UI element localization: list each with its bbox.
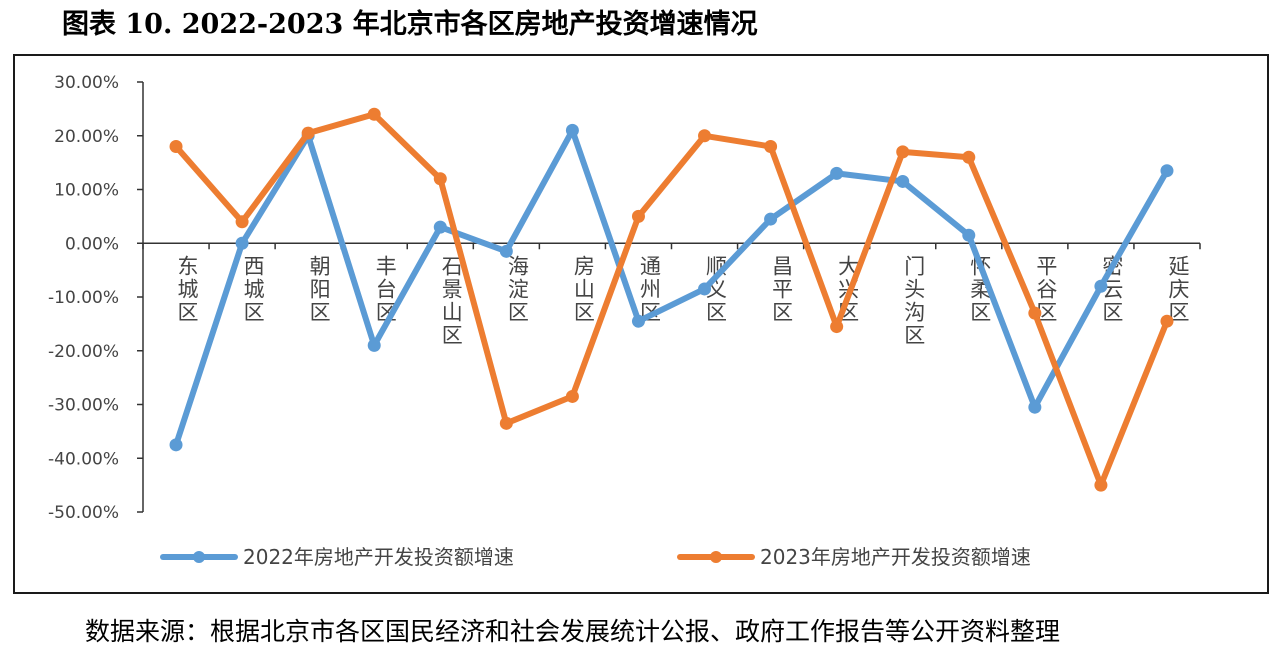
y-tick-label: -20.00% — [48, 342, 119, 362]
x-tick-label: 东城区 — [178, 254, 199, 324]
data-point-2 — [367, 107, 381, 121]
data-point-2 — [499, 416, 513, 430]
data-point-1 — [764, 212, 778, 226]
x-tick-label: 朝阳区 — [310, 254, 331, 324]
data-point-1 — [1028, 400, 1042, 414]
data-point-1 — [962, 228, 976, 242]
data-point-2 — [698, 129, 712, 143]
series-line-1 — [173, 127, 1170, 448]
data-point-1 — [235, 236, 249, 250]
data-point-2 — [433, 172, 447, 186]
data-point-1 — [631, 314, 645, 328]
data-point-1 — [433, 220, 447, 234]
y-tick-label: -50.00% — [48, 503, 119, 523]
data-point-1 — [367, 338, 381, 352]
y-tick-label: -10.00% — [48, 288, 119, 308]
y-tick-label: -30.00% — [48, 396, 119, 416]
series-line-2 — [173, 111, 1170, 489]
x-tick-label: 房山区 — [574, 254, 595, 324]
x-tick-label: 海淀区 — [508, 254, 529, 324]
x-tick-label: 石景山区 — [442, 254, 463, 347]
data-point-2 — [1028, 306, 1042, 320]
data-point-1 — [830, 166, 844, 180]
chart-title: 图表 10. 2022-2023 年北京市各区房地产投资增速情况 — [62, 9, 758, 40]
x-tick-label: 西城区 — [244, 254, 265, 324]
data-point-2 — [631, 209, 645, 223]
data-point-2 — [830, 320, 844, 334]
y-tick-label: -40.00% — [48, 449, 119, 469]
chart-frame — [13, 54, 1269, 594]
data-point-2 — [301, 126, 315, 140]
legend-marker-2 — [710, 551, 722, 563]
y-tick-label: 20.00% — [54, 127, 119, 147]
x-tick-label: 门头沟区 — [904, 254, 925, 347]
data-point-2 — [1094, 478, 1108, 492]
data-point-2 — [896, 145, 910, 159]
data-point-2 — [565, 389, 579, 403]
data-point-1 — [698, 282, 712, 296]
data-point-2 — [169, 140, 183, 153]
legend-label-2: 2023年房地产开发投资额增速 — [760, 545, 1031, 569]
data-point-2 — [962, 150, 976, 164]
legend-marker-1 — [193, 551, 205, 563]
y-tick-label: 0.00% — [65, 234, 119, 254]
x-tick-label: 平谷区 — [1036, 254, 1057, 324]
x-tick-label: 延庆区 — [1168, 254, 1189, 324]
data-point-1 — [896, 174, 910, 188]
x-tick-label: 昌平区 — [772, 254, 793, 324]
legend-label-1: 2022年房地产开发投资额增速 — [243, 545, 514, 569]
y-tick-label: 10.00% — [54, 181, 119, 201]
data-point-1 — [1160, 164, 1174, 178]
data-point-2 — [764, 140, 778, 153]
data-point-1 — [169, 438, 183, 452]
data-point-2 — [1160, 314, 1174, 328]
data-point-2 — [235, 215, 249, 229]
source-note: 数据来源：根据北京市各区国民经济和社会发展统计公报、政府工作报告等公开资料整理 — [85, 617, 1061, 646]
y-tick-label: 30.00% — [54, 73, 119, 93]
data-point-1 — [565, 123, 579, 137]
data-point-1 — [499, 244, 513, 258]
data-point-1 — [1094, 279, 1108, 293]
